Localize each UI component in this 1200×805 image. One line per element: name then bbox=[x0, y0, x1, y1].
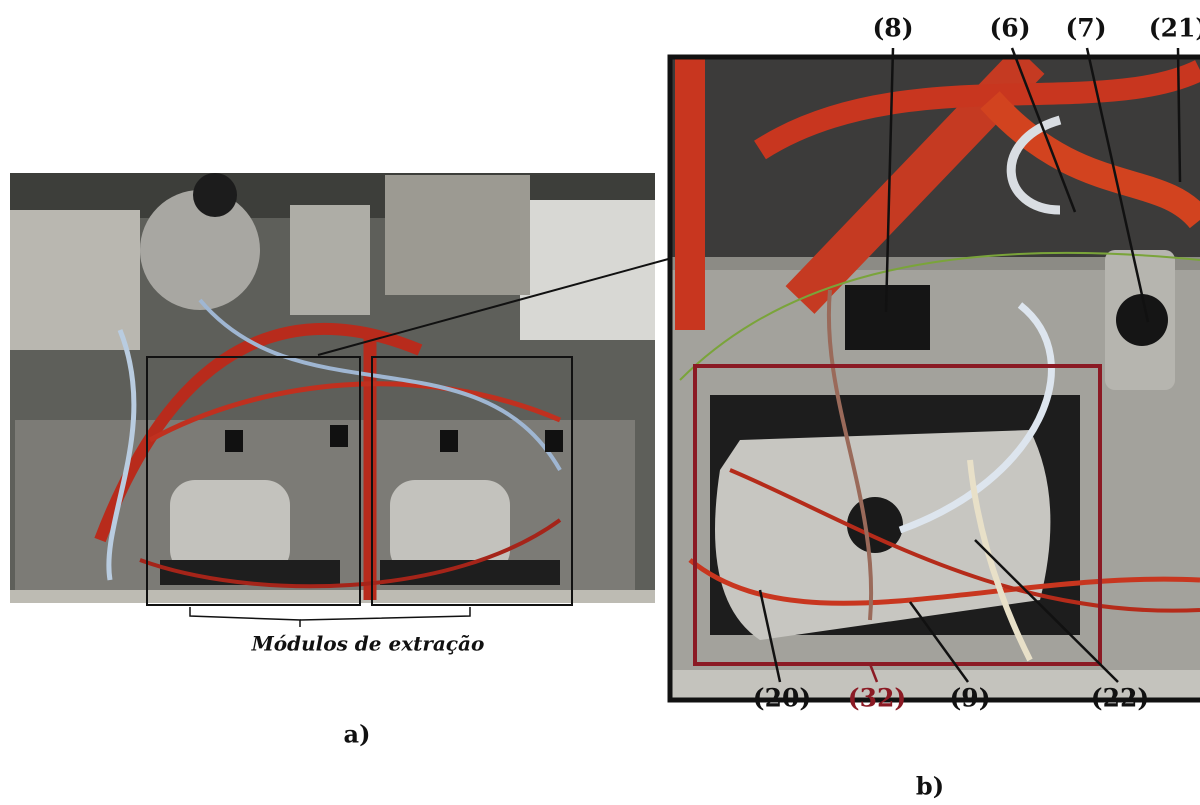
callout-label: (6) bbox=[989, 14, 1030, 43]
callout-label: (32) bbox=[848, 684, 906, 713]
callout-label: (21) bbox=[1149, 14, 1200, 43]
callout-label: (22) bbox=[1091, 684, 1149, 713]
panel-label: a) bbox=[344, 720, 371, 749]
photo-a bbox=[10, 173, 660, 603]
figure: Módulos de extração a) b) (8) (6) (7) (21) (20)… bbox=[0, 0, 1200, 805]
callout-label: (20) bbox=[753, 684, 811, 713]
callout-label: (9) bbox=[949, 684, 990, 713]
photo-b bbox=[670, 57, 1200, 700]
panel-label: b) bbox=[916, 772, 944, 801]
caption: Módulos de extração bbox=[251, 632, 485, 656]
callout-label: (8) bbox=[872, 14, 913, 43]
callout-label: (7) bbox=[1065, 14, 1106, 43]
